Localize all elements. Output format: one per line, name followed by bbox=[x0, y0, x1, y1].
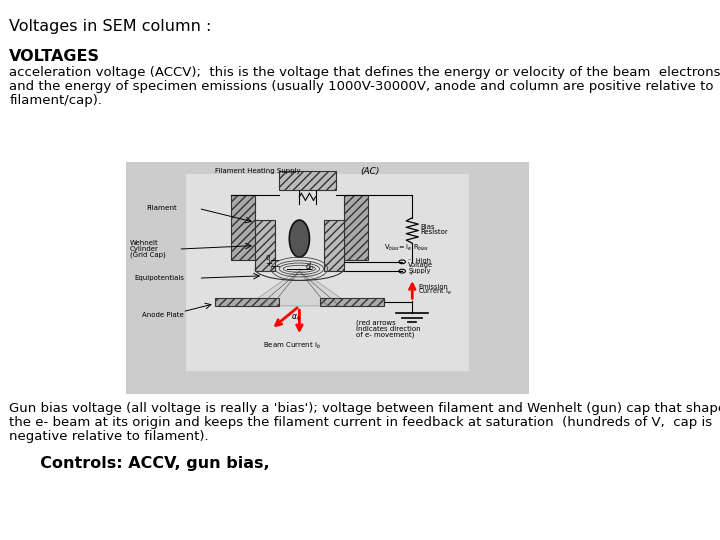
Text: (AC): (AC) bbox=[360, 167, 379, 176]
Text: 0: 0 bbox=[265, 254, 269, 260]
Text: acceleration voltage (ACCV);  this is the voltage that defines the energy or vel: acceleration voltage (ACCV); this is the… bbox=[9, 66, 720, 79]
Text: ⁻  High: ⁻ High bbox=[408, 258, 431, 264]
Text: (Grid Cap): (Grid Cap) bbox=[130, 252, 166, 258]
Text: Anode Plate: Anode Plate bbox=[142, 312, 184, 318]
Ellipse shape bbox=[289, 220, 310, 257]
Bar bbox=[186, 174, 469, 371]
Text: the e- beam at its origin and keeps the filament current in feedback at saturati: the e- beam at its origin and keeps the … bbox=[9, 416, 713, 429]
Bar bbox=[231, 194, 255, 260]
Text: ⁺: ⁺ bbox=[408, 271, 413, 280]
Text: Filament: Filament bbox=[146, 205, 177, 212]
Text: Cylinder: Cylinder bbox=[130, 246, 159, 252]
Bar bbox=[293, 171, 322, 190]
Bar bbox=[323, 220, 343, 271]
Text: Voltage: Voltage bbox=[408, 262, 433, 268]
Text: Voltages in SEM column :: Voltages in SEM column : bbox=[9, 19, 212, 34]
Polygon shape bbox=[247, 269, 352, 306]
Text: V$_{bias}$= i$_e$ R$_{bias}$: V$_{bias}$= i$_e$ R$_{bias}$ bbox=[384, 243, 429, 253]
Text: Resistor: Resistor bbox=[420, 228, 448, 235]
Bar bbox=[320, 298, 384, 306]
Text: and the energy of specimen emissions (usually 1000V-30000V, anode and column are: and the energy of specimen emissions (us… bbox=[9, 80, 714, 93]
Text: Supply: Supply bbox=[408, 268, 431, 274]
Text: Gun bias voltage (all voltage is really a 'bias'); voltage between filament and : Gun bias voltage (all voltage is really … bbox=[9, 402, 720, 415]
Text: Wehnelt: Wehnelt bbox=[130, 240, 159, 246]
Text: of e- movement): of e- movement) bbox=[356, 332, 414, 338]
Text: Bias: Bias bbox=[420, 224, 435, 230]
Text: Current i$_e$: Current i$_e$ bbox=[418, 287, 452, 297]
Text: Emission: Emission bbox=[418, 285, 448, 291]
Text: (red arrows: (red arrows bbox=[356, 320, 395, 326]
Text: Filament Heating Supply: Filament Heating Supply bbox=[215, 168, 300, 174]
Bar bbox=[343, 194, 368, 260]
Text: indicates direction: indicates direction bbox=[356, 326, 420, 332]
Text: Equipotentials: Equipotentials bbox=[134, 275, 184, 281]
Bar bbox=[255, 220, 275, 271]
Text: negative relative to filament).: negative relative to filament). bbox=[9, 430, 209, 443]
Text: Beam Current i$_b$: Beam Current i$_b$ bbox=[263, 340, 321, 350]
Text: $d_0$: $d_0$ bbox=[305, 261, 315, 273]
Text: +: + bbox=[265, 260, 272, 268]
Text: filament/cap).: filament/cap). bbox=[9, 94, 102, 107]
Bar bbox=[279, 171, 336, 190]
Text: Controls: ACCV, gun bias,: Controls: ACCV, gun bias, bbox=[29, 456, 269, 471]
Text: $\alpha_0$: $\alpha_0$ bbox=[292, 313, 302, 323]
Bar bbox=[215, 298, 279, 306]
Text: VOLTAGES: VOLTAGES bbox=[9, 49, 100, 64]
